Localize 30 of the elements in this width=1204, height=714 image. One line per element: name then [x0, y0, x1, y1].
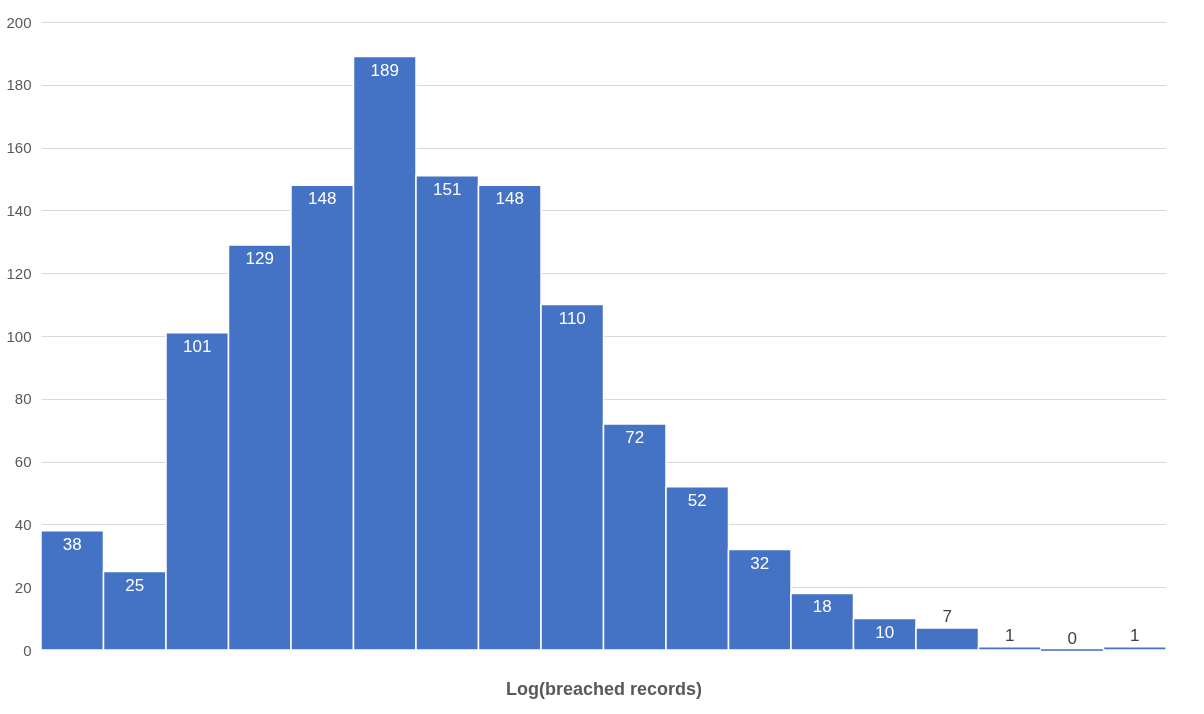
data-label: 148 — [308, 189, 337, 209]
data-label: 10 — [875, 622, 895, 642]
y-tick-label: 200 — [6, 13, 32, 31]
data-label: 32 — [750, 553, 770, 573]
y-tick-label: 40 — [14, 515, 32, 533]
y-tick-label: 160 — [6, 139, 32, 157]
y-tick-label: 180 — [6, 76, 32, 94]
y-tick-label: 120 — [6, 264, 32, 282]
data-label: 7 — [942, 607, 952, 627]
data-label: 148 — [495, 189, 524, 209]
data-label: 1 — [1005, 625, 1015, 645]
data-label: 151 — [433, 179, 462, 199]
y-tick-label: 20 — [14, 578, 32, 596]
data-label: 1 — [1130, 625, 1140, 645]
data-label: 110 — [558, 308, 586, 328]
y-tick-label: 140 — [6, 201, 32, 219]
data-label: 18 — [812, 597, 832, 617]
data-label: 38 — [62, 534, 82, 554]
data-label: 129 — [245, 248, 274, 268]
data-label: 0 — [1067, 629, 1077, 648]
y-tick-label: 60 — [14, 453, 32, 471]
y-tick-label: 100 — [6, 327, 32, 345]
data-label: 52 — [687, 490, 707, 510]
x-axis-title: Log(breached records) — [505, 678, 703, 699]
y-tick-label: 0 — [23, 641, 32, 659]
data-label: 189 — [370, 60, 399, 80]
data-label: 25 — [125, 575, 145, 595]
data-label: 72 — [625, 427, 645, 447]
y-tick-label: 80 — [14, 390, 32, 408]
data-label: 101 — [183, 336, 212, 356]
